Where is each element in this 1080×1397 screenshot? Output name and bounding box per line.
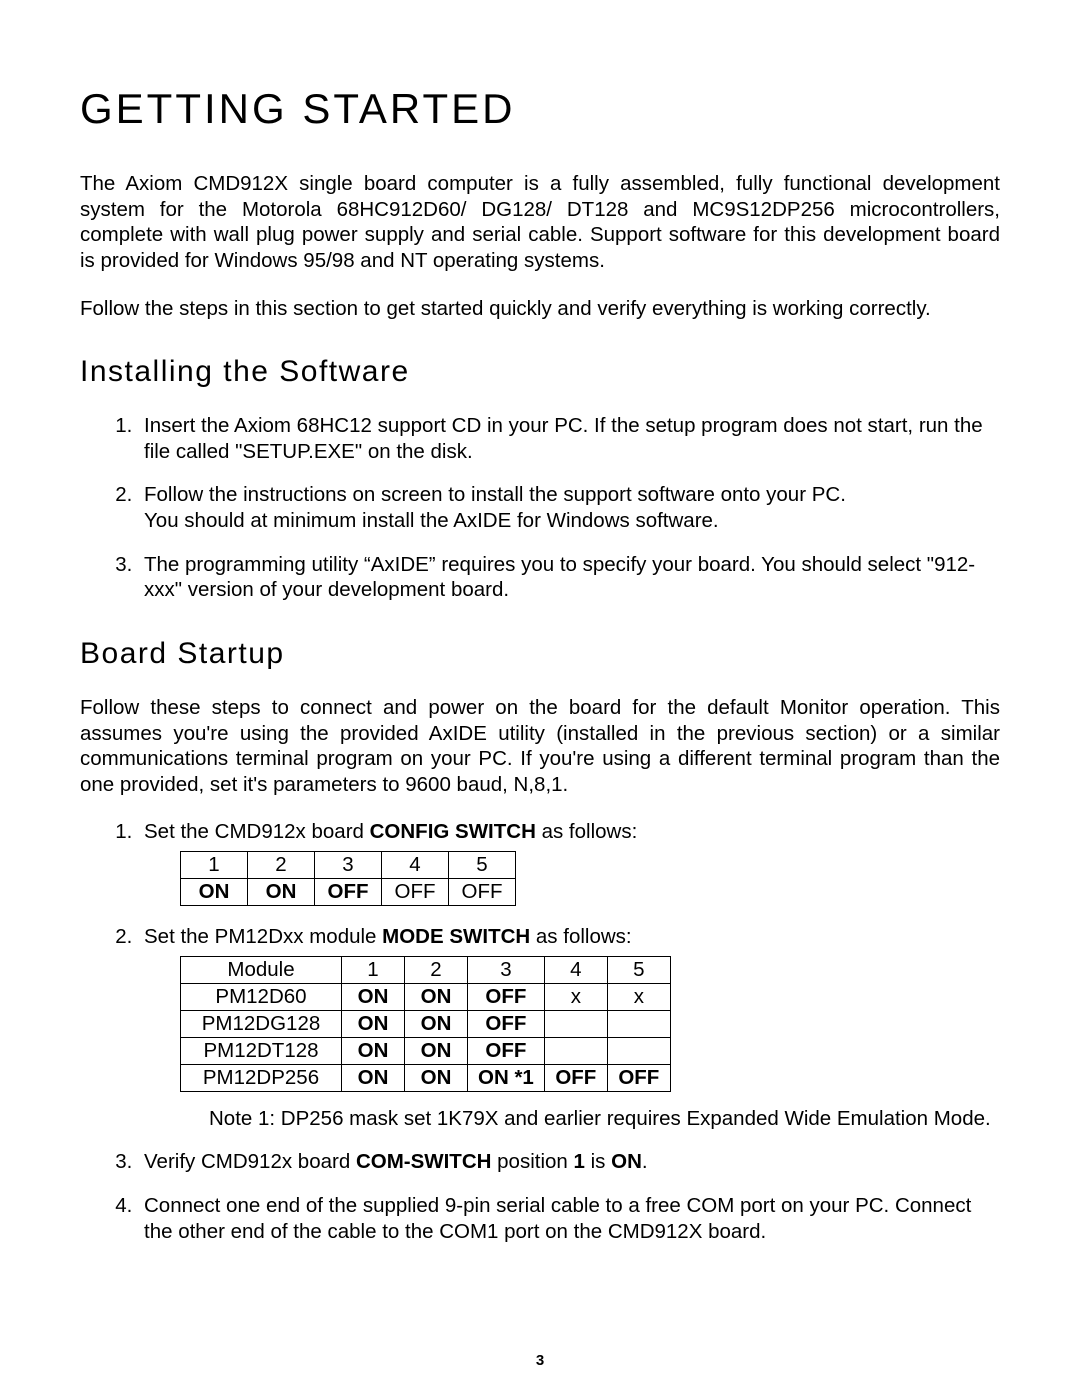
list-item: Follow the instructions on screen to ins… [138,482,1000,533]
table-cell: PM12DP256 [181,1064,342,1091]
table-cell: PM12DG128 [181,1010,342,1037]
install-heading: Installing the Software [80,355,1000,389]
page-title: GETTING STARTED [80,85,1000,133]
step1-post: as follows: [536,820,637,843]
table-header-cell: 3 [315,852,382,879]
table-header-cell: 5 [607,956,670,983]
step2-bold: MODE SWITCH [382,925,530,948]
step3-mid: position [491,1150,573,1173]
table-cell [607,1010,670,1037]
table-cell: ON [405,983,468,1010]
page-number: 3 [0,1352,1080,1369]
table-cell: ON [342,1064,405,1091]
table-cell: ON [181,879,248,906]
table-header-cell: 1 [342,956,405,983]
table-header-cell: 4 [544,956,607,983]
table-cell: ON [248,879,315,906]
table-cell [607,1037,670,1064]
list-item: Connect one end of the supplied 9-pin se… [138,1193,1000,1244]
table-cell [544,1037,607,1064]
list-item: Set the CMD912x board CONFIG SWITCH as f… [138,819,1000,906]
table-cell: ON [342,1010,405,1037]
startup-intro: Follow these steps to connect and power … [80,695,1000,798]
table-cell: OFF [315,879,382,906]
step3-b3: ON [611,1150,642,1173]
table-cell: ON [405,1064,468,1091]
list-item: Verify CMD912x board COM-SWITCH position… [138,1149,1000,1175]
document-page: GETTING STARTED The Axiom CMD912X single… [0,0,1080,1397]
step3-b1: COM-SWITCH [356,1150,492,1173]
table-cell [544,1010,607,1037]
table-cell: PM12DT128 [181,1037,342,1064]
table-cell: ON [342,983,405,1010]
table-cell: PM12D60 [181,983,342,1010]
table-cell: OFF [449,879,516,906]
list-item: Insert the Axiom 68HC12 support CD in yo… [138,413,1000,464]
list-item: The programming utility “AxIDE” requires… [138,552,1000,603]
step2-pre: Set the PM12Dxx module [144,925,382,948]
table-header-cell: 5 [449,852,516,879]
table-cell: OFF [468,1037,545,1064]
startup-list: Set the CMD912x board CONFIG SWITCH as f… [80,819,1000,1244]
table-cell: OFF [607,1064,670,1091]
config-switch-table: 12345ONONOFFOFFOFF [180,851,516,906]
table-cell: ON [405,1037,468,1064]
table-header-cell: 4 [382,852,449,879]
table-cell: ON [342,1037,405,1064]
step3-mid2: is [585,1150,611,1173]
intro-paragraph-2: Follow the steps in this section to get … [80,296,1000,322]
step3-pre: Verify CMD912x board [144,1150,356,1173]
table-cell: ON *1 [468,1064,545,1091]
note-1: Note 1: DP256 mask set 1K79X and earlier… [209,1106,1000,1132]
table-cell: OFF [544,1064,607,1091]
table-header-cell: 1 [181,852,248,879]
table-header-cell: 3 [468,956,545,983]
table-cell: x [544,983,607,1010]
table-cell: OFF [468,1010,545,1037]
table-header-cell: Module [181,956,342,983]
step1-pre: Set the CMD912x board [144,820,370,843]
table-header-cell: 2 [405,956,468,983]
mode-switch-table: Module12345PM12D60ONONOFFxxPM12DG128ONON… [180,956,671,1092]
step2-post: as follows: [530,925,631,948]
step1-bold: CONFIG SWITCH [370,820,536,843]
install-list: Insert the Axiom 68HC12 support CD in yo… [80,413,1000,603]
table-cell: OFF [468,983,545,1010]
table-cell: OFF [382,879,449,906]
intro-paragraph-1: The Axiom CMD912X single board computer … [80,171,1000,274]
startup-heading: Board Startup [80,637,1000,671]
table-cell: ON [405,1010,468,1037]
step3-b2: 1 [574,1150,585,1173]
step3-post: . [642,1150,648,1173]
list-item: Set the PM12Dxx module MODE SWITCH as fo… [138,924,1000,1131]
table-cell: x [607,983,670,1010]
table-header-cell: 2 [248,852,315,879]
